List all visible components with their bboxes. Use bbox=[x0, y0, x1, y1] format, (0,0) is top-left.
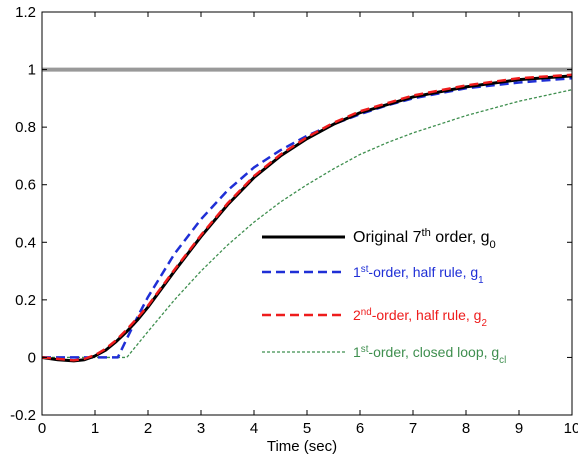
legend-label: 2nd-order, half rule, g2 bbox=[353, 307, 487, 329]
y-tick-label: 0.2 bbox=[15, 292, 36, 309]
series-line-2nd-order-half-rule-g2 bbox=[42, 73, 572, 362]
y-tick-label: 1.2 bbox=[15, 4, 36, 21]
x-tick-label: 8 bbox=[462, 420, 470, 437]
x-tick-label: 2 bbox=[144, 420, 152, 437]
x-tick-label: 5 bbox=[303, 420, 311, 437]
x-tick-label: 10 bbox=[564, 420, 578, 437]
x-tick-label: 9 bbox=[515, 420, 523, 437]
legend-label: 1st-order, closed loop, gcl bbox=[353, 344, 506, 366]
y-tick-label: 0 bbox=[28, 349, 36, 366]
y-tick-label: 0.6 bbox=[15, 177, 36, 194]
x-tick-label: 1 bbox=[91, 420, 99, 437]
plot-area bbox=[42, 12, 572, 415]
x-axis-title: Time (sec) bbox=[267, 438, 337, 455]
y-tick-label: 0.4 bbox=[15, 234, 36, 251]
legend-label: Original 7th order, g0 bbox=[353, 227, 496, 251]
series-line-1st-order-closed-loop-gcl bbox=[42, 89, 572, 359]
x-tick-label: 7 bbox=[409, 420, 417, 437]
y-tick-label: 0.8 bbox=[15, 119, 36, 136]
y-tick-label: -0.2 bbox=[10, 407, 36, 424]
x-tick-label: 6 bbox=[356, 420, 364, 437]
legend-entry-1st-order-closed-loop-gcl: 1st-order, closed loop, gcl bbox=[262, 344, 506, 366]
legend-entry-2nd-order-half-rule-g2: 2nd-order, half rule, g2 bbox=[262, 307, 487, 329]
x-tick-label: 3 bbox=[197, 420, 205, 437]
x-tick-label: 0 bbox=[38, 420, 46, 437]
legend-label: 1st-order, half rule, g1 bbox=[353, 264, 484, 286]
x-tick-label: 4 bbox=[250, 420, 258, 437]
y-tick-label: 1 bbox=[28, 62, 36, 79]
legend-entry-original-7th-order-g0: Original 7th order, g0 bbox=[262, 227, 496, 251]
legend-entry-1st-order-half-rule-g1: 1st-order, half rule, g1 bbox=[262, 264, 484, 286]
